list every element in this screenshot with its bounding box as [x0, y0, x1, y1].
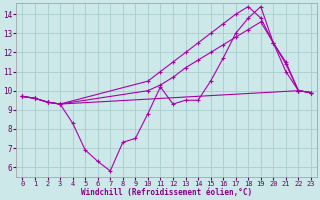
- X-axis label: Windchill (Refroidissement éolien,°C): Windchill (Refroidissement éolien,°C): [81, 188, 252, 197]
